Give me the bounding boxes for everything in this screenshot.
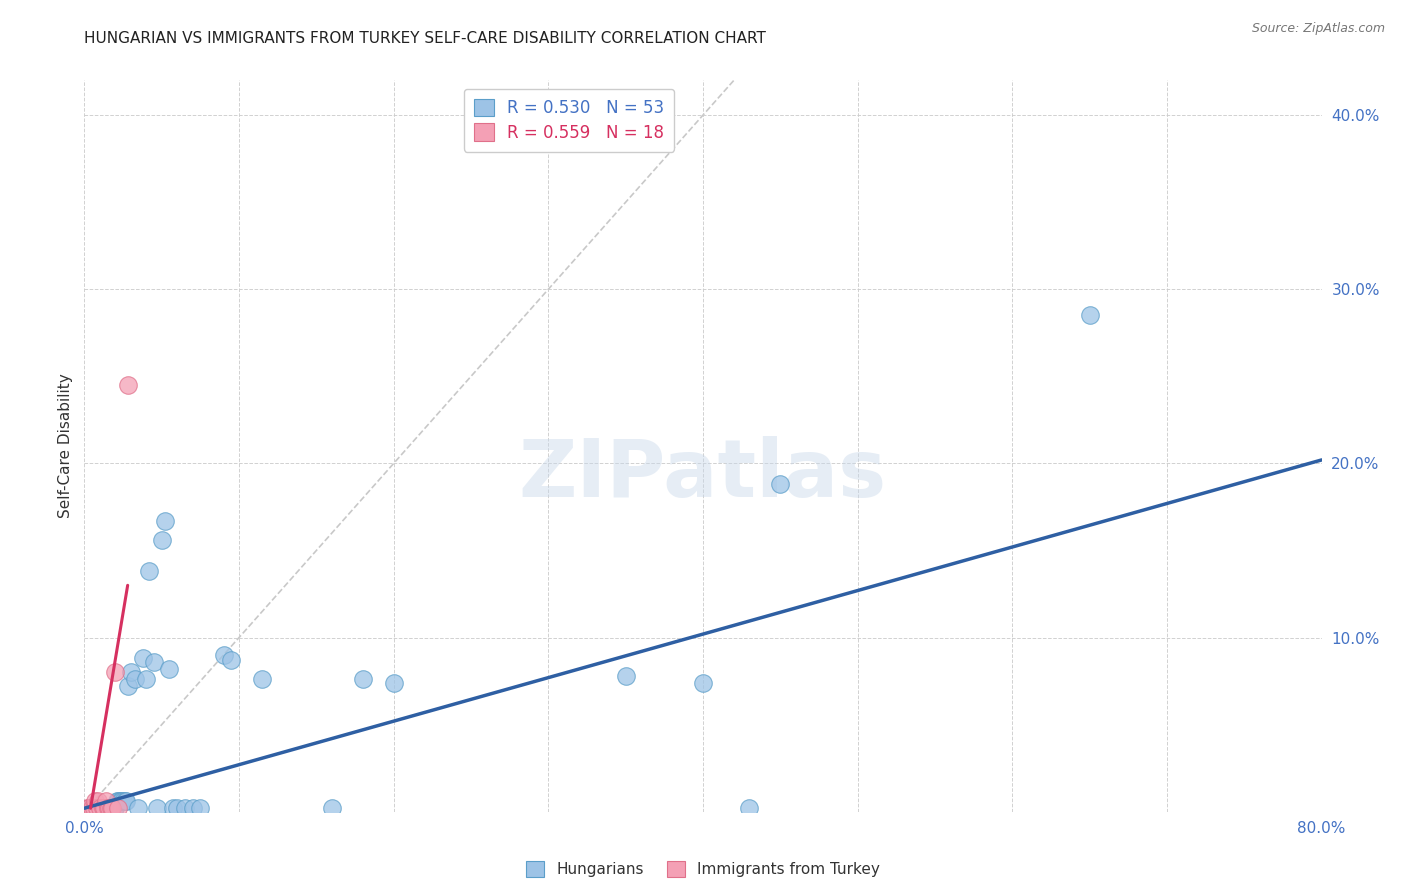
Point — [76, 801, 98, 815]
Point — [115, 794, 138, 808]
Point — [96, 801, 118, 815]
Point — [84, 794, 107, 808]
Point — [614, 669, 637, 683]
Point — [96, 801, 118, 815]
Point — [117, 378, 139, 392]
Point — [738, 801, 761, 815]
Point — [162, 801, 184, 815]
Text: HUNGARIAN VS IMMIGRANTS FROM TURKEY SELF-CARE DISABILITY CORRELATION CHART: HUNGARIAN VS IMMIGRANTS FROM TURKEY SELF… — [84, 31, 766, 46]
Point — [77, 801, 100, 815]
Point — [89, 801, 111, 815]
Legend: Hungarians, Immigrants from Turkey: Hungarians, Immigrants from Turkey — [519, 854, 887, 885]
Point — [166, 801, 188, 815]
Point — [105, 794, 128, 808]
Point — [107, 794, 129, 808]
Point — [87, 794, 110, 808]
Point — [77, 801, 100, 815]
Point — [132, 651, 155, 665]
Point — [769, 477, 792, 491]
Point — [90, 801, 112, 815]
Point — [382, 676, 405, 690]
Y-axis label: Self-Care Disability: Self-Care Disability — [58, 374, 73, 518]
Point — [94, 794, 117, 808]
Point — [138, 565, 160, 579]
Point — [120, 665, 142, 680]
Point — [101, 801, 124, 815]
Point — [174, 801, 197, 815]
Point — [91, 801, 114, 815]
Point — [83, 801, 105, 815]
Point — [352, 673, 374, 687]
Point — [150, 533, 173, 547]
Point — [84, 801, 107, 815]
Point — [1078, 309, 1101, 323]
Point — [159, 662, 180, 676]
Point — [188, 801, 211, 815]
Point — [93, 801, 115, 815]
Point — [98, 801, 121, 815]
Point — [135, 673, 157, 687]
Point — [124, 673, 146, 687]
Point — [100, 801, 122, 815]
Point — [153, 514, 176, 528]
Point — [86, 801, 108, 815]
Point — [212, 648, 235, 662]
Point — [103, 801, 125, 815]
Point — [89, 801, 111, 815]
Point — [143, 655, 166, 669]
Point — [98, 801, 121, 815]
Point — [86, 801, 108, 815]
Text: ZIPatlas: ZIPatlas — [519, 436, 887, 515]
Point — [79, 801, 101, 815]
Point — [146, 801, 169, 815]
Point — [87, 801, 110, 815]
Text: Source: ZipAtlas.com: Source: ZipAtlas.com — [1251, 22, 1385, 36]
Point — [321, 801, 343, 815]
Point — [219, 653, 242, 667]
Point — [91, 801, 114, 815]
Point — [100, 801, 122, 815]
Point — [250, 673, 273, 687]
Point — [101, 801, 124, 815]
Point — [104, 665, 127, 680]
Point — [83, 801, 105, 815]
Point — [110, 794, 132, 808]
Point — [127, 801, 149, 815]
Point — [82, 801, 104, 815]
Point — [104, 801, 127, 815]
Point — [114, 794, 136, 808]
Point — [93, 801, 115, 815]
Point — [112, 794, 135, 808]
Point — [117, 679, 139, 693]
Point — [181, 801, 204, 815]
Point — [82, 801, 104, 815]
Point — [692, 676, 714, 690]
Point — [107, 801, 129, 815]
Point — [108, 794, 131, 808]
Point — [94, 801, 117, 815]
